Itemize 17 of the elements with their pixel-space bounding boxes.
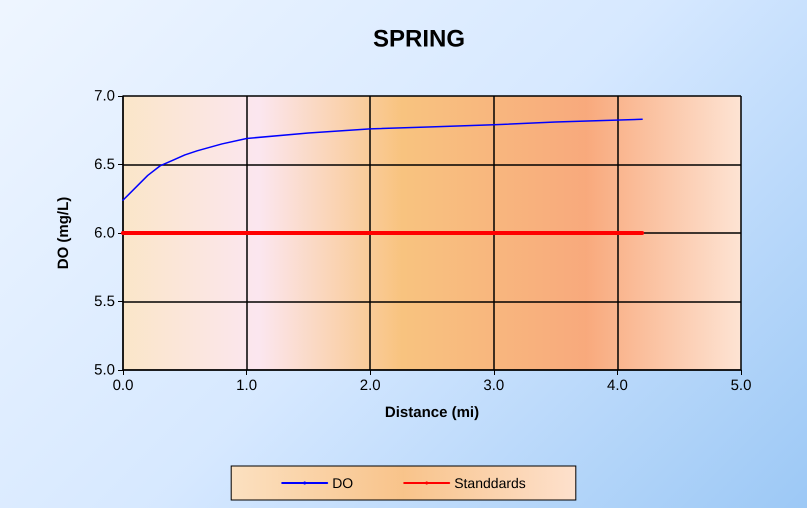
chart-title: SPRING bbox=[372, 26, 466, 52]
y-tick-label: 5.0 bbox=[94, 362, 115, 378]
x-axis-title: Distance (mi) bbox=[384, 404, 480, 421]
y-axis-title: DO (mg/L) bbox=[55, 196, 72, 270]
legend-label: DO bbox=[332, 475, 354, 491]
y-tick-label: 6.5 bbox=[94, 156, 115, 173]
x-tick-label: 3.0 bbox=[483, 377, 504, 394]
x-tick-label: 5.0 bbox=[730, 377, 752, 394]
y-tick-label: 6.0 bbox=[94, 224, 115, 242]
x-tick-label: 2.0 bbox=[360, 377, 381, 394]
y-tick-label: 7.0 bbox=[94, 88, 115, 104]
x-tick-label: 1.0 bbox=[236, 377, 258, 394]
x-tick-label: 0.0 bbox=[112, 377, 134, 394]
line-series bbox=[122, 118, 643, 201]
legend-label: Standdards bbox=[454, 475, 526, 491]
x-tick-label: 4.0 bbox=[606, 377, 628, 394]
y-tick-label: 5.5 bbox=[94, 293, 115, 310]
